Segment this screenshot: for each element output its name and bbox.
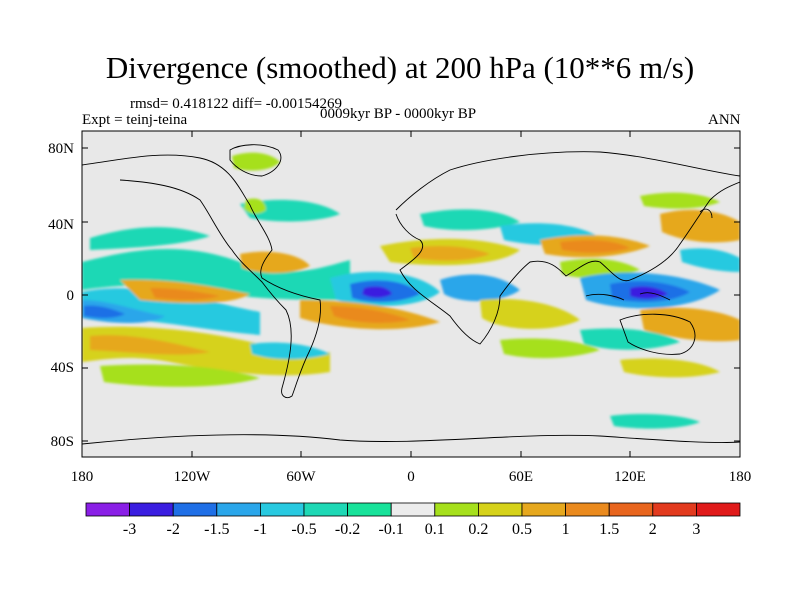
south-pacific-yellow [620,358,720,378]
lon-label: 180 [71,469,94,485]
australia-coast [619,313,696,355]
colorbar-box [259,502,305,517]
plot-title: Divergence (smoothed) at 200 hPa (10**6 … [105,50,695,85]
colorbar-box [303,502,348,517]
pacific-north-teal-band [82,248,350,300]
colorbar-box [652,502,697,517]
australia-teal [580,328,680,350]
colorbar-label: -0.5 [291,521,316,538]
antarctic-teal [610,414,700,429]
lon-label: 120E [614,469,646,485]
west-pacific-teal [680,248,740,272]
greenland-green [232,152,280,171]
colorbar-box [216,502,261,517]
colorbar-box [608,502,654,517]
south-indian-green [500,338,600,359]
period-label: 0009kyr BP - 0000kyr BP [320,106,477,122]
axis-ticks [81,131,741,457]
lat-label: 0 [67,288,75,304]
lat-label: 40S [51,360,74,376]
colorbar-box [172,502,218,517]
colorbar-box [696,502,741,517]
greenland-south-green [244,198,266,214]
divergence-field [82,152,740,429]
africa-central-blue [440,274,520,302]
southern-ocean-green [100,364,260,387]
lon-label: 180 [729,469,752,485]
west-pacific-orange [660,209,740,243]
colorbar-label: -0.1 [379,521,404,538]
colorbar-label: 0.1 [425,521,445,538]
coastlines [82,144,740,445]
colorbar-label: 1 [562,521,570,538]
americas-coast [82,154,321,399]
stats-text: rmsd= 0.418122 diff= -0.00154269 [130,96,343,112]
colorbar-label: 1.5 [599,521,619,538]
pacific-south-orange-core [90,335,210,355]
colorbar-box [565,502,610,517]
pacific-itcz-orange-core [150,288,220,300]
colorbar-label: 3 [692,521,700,538]
africa-asia-coast [395,181,740,345]
colorbar-label: 0.2 [468,521,488,538]
north-pacific-teal [90,227,210,250]
south-atlantic-orange-core [330,306,410,323]
colorbar-box [390,502,436,517]
lon-label: 60E [509,469,533,485]
asia-orange-core [560,240,630,253]
eurasia-north-coast [395,151,740,211]
islands-coast [585,208,713,301]
greenland-coast [229,144,282,177]
japan-green [640,192,720,209]
colorbar-box [521,502,566,517]
europe-teal [420,209,520,231]
colorbar-label: -0.2 [335,521,360,538]
lon-label: 0 [407,469,415,485]
pacific-deep-blue-core [84,305,125,318]
colorbar-box [129,502,174,517]
season-label: ANN [708,112,741,128]
indian-ocean-west-yellow [480,298,580,329]
colorbar-label: 0.5 [512,521,532,538]
colorbar-label: -1 [254,521,267,538]
caribbean-orange [240,251,310,273]
colorbar [85,502,741,517]
sw-pacific-orange [640,307,740,342]
colorbar-box [85,502,130,517]
lat-label: 40N [48,217,74,233]
antarctica-coast [82,434,740,445]
colorbar-labels: -3 -2 -1.5 -1 -0.5 -0.2 -0.1 0.1 0.2 0.5 1 1.5 2 3 [123,521,700,538]
colorbar-label: -2 [167,521,180,538]
africa-north-orange [410,246,490,261]
lat-label: 80S [51,434,74,450]
lat-label: 80N [48,141,74,157]
pacific-equatorial-blue-band [82,288,260,335]
experiment-label: Expt = teinj-teina [82,112,188,128]
colorbar-label: 2 [649,521,657,538]
colorbar-box [477,502,523,517]
lon-label: 120W [174,469,212,485]
colorbar-box [434,502,479,517]
atlantic-deep-blue [362,286,392,298]
lon-label: 60W [286,469,316,485]
colorbar-label: -3 [123,521,136,538]
colorbar-label: -1.5 [204,521,229,538]
colorbar-box [347,502,392,517]
